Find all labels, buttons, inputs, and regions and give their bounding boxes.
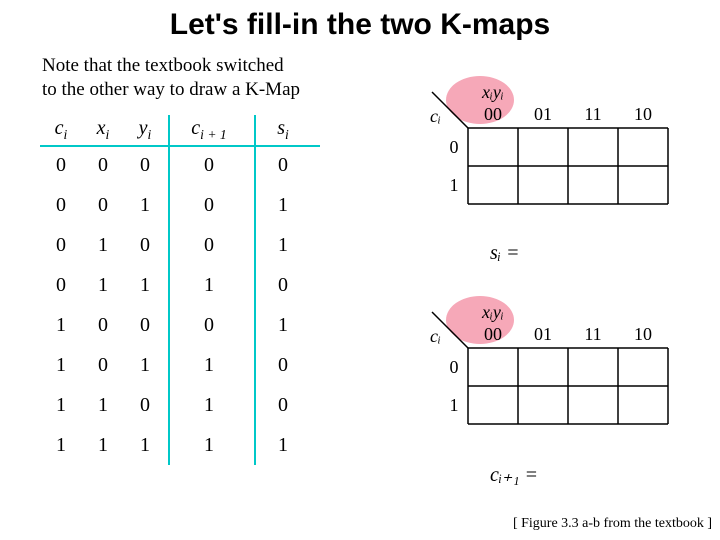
cell: 1 <box>124 274 166 297</box>
cell: 1 <box>252 434 314 457</box>
truth-body: 0000000101010010111010001101101101011111 <box>40 145 340 465</box>
cell: 0 <box>252 354 314 377</box>
cell: 1 <box>82 394 124 417</box>
cell: 1 <box>40 434 82 457</box>
cell: 1 <box>82 234 124 257</box>
figure-credit: [ Figure 3.3 a-b from the textbook ] <box>513 516 712 532</box>
cell: 0 <box>40 154 82 177</box>
note-line-2: to the other way to draw a K-Map <box>42 79 300 100</box>
cell: 1 <box>252 194 314 217</box>
cell: 1 <box>82 434 124 457</box>
cell: 1 <box>40 314 82 337</box>
cell: 0 <box>166 314 252 337</box>
col-header-yi: yi <box>124 117 166 143</box>
svg-text:01: 01 <box>534 324 552 344</box>
cell: 1 <box>166 394 252 417</box>
cell: 1 <box>252 314 314 337</box>
cell: 1 <box>124 194 166 217</box>
cell: 1 <box>166 354 252 377</box>
note-text: Note that the textbook switched to the o… <box>42 54 300 102</box>
cell: 0 <box>166 154 252 177</box>
truth-table: ci xi yi ci + 1 si 000000010101001011101… <box>40 115 340 465</box>
svg-text:00: 00 <box>484 104 502 124</box>
svg-text:cᵢ: cᵢ <box>430 326 441 346</box>
cell: 0 <box>166 234 252 257</box>
svg-text:xᵢyᵢ: xᵢyᵢ <box>481 82 504 102</box>
table-row: 01001 <box>40 225 340 265</box>
cell: 0 <box>40 234 82 257</box>
kmap-si-svg: 0001111001xᵢyᵢcᵢ <box>420 70 700 230</box>
cell: 1 <box>40 354 82 377</box>
table-row: 10001 <box>40 305 340 345</box>
cell: 0 <box>40 274 82 297</box>
svg-text:0: 0 <box>450 137 459 157</box>
cell: 0 <box>82 354 124 377</box>
cell: 0 <box>82 194 124 217</box>
truth-header-row: ci xi yi ci + 1 si <box>40 115 340 145</box>
cell: 0 <box>124 394 166 417</box>
svg-text:1: 1 <box>450 175 459 195</box>
table-row: 11111 <box>40 425 340 465</box>
cell: 1 <box>252 234 314 257</box>
table-row: 01110 <box>40 265 340 305</box>
svg-text:1: 1 <box>450 395 459 415</box>
page-title: Let's fill-in the two K-maps <box>0 0 720 42</box>
cell: 1 <box>166 274 252 297</box>
svg-text:cᵢ: cᵢ <box>430 106 441 126</box>
kmap-ci1: 0001111001xᵢyᵢcᵢ <box>420 290 700 450</box>
cell: 1 <box>40 394 82 417</box>
col-header-ci: ci <box>40 117 82 143</box>
svg-text:01: 01 <box>534 104 552 124</box>
truth-divider-1 <box>168 115 170 465</box>
svg-text:0: 0 <box>450 357 459 377</box>
cell: 1 <box>166 434 252 457</box>
cell: 0 <box>82 154 124 177</box>
cell: 0 <box>124 154 166 177</box>
table-row: 00000 <box>40 145 340 185</box>
cell: 0 <box>252 274 314 297</box>
kmap-ci1-svg: 0001111001xᵢyᵢcᵢ <box>420 290 700 450</box>
kmap-si-equation: sᵢ = <box>490 242 519 265</box>
table-row: 00101 <box>40 185 340 225</box>
cell: 0 <box>166 194 252 217</box>
kmap-ci1-equation: cᵢ₊₁ = <box>490 462 538 487</box>
col-header-xi: xi <box>82 117 124 143</box>
truth-header-rule <box>40 145 320 147</box>
cell: 0 <box>252 394 314 417</box>
svg-text:10: 10 <box>634 104 652 124</box>
cell: 0 <box>124 234 166 257</box>
kmap-si: 0001111001xᵢyᵢcᵢ <box>420 70 700 230</box>
cell: 1 <box>124 434 166 457</box>
svg-text:11: 11 <box>584 324 601 344</box>
col-header-si: si <box>252 117 314 143</box>
cell: 0 <box>82 314 124 337</box>
cell: 0 <box>124 314 166 337</box>
svg-text:xᵢyᵢ: xᵢyᵢ <box>481 302 504 322</box>
table-row: 11010 <box>40 385 340 425</box>
table-row: 10110 <box>40 345 340 385</box>
col-header-ci1: ci + 1 <box>166 117 252 143</box>
cell: 1 <box>82 274 124 297</box>
note-line-1: Note that the textbook switched <box>42 55 284 76</box>
svg-text:00: 00 <box>484 324 502 344</box>
cell: 0 <box>252 154 314 177</box>
cell: 1 <box>124 354 166 377</box>
svg-text:11: 11 <box>584 104 601 124</box>
cell: 0 <box>40 194 82 217</box>
truth-divider-2 <box>254 115 256 465</box>
svg-text:10: 10 <box>634 324 652 344</box>
